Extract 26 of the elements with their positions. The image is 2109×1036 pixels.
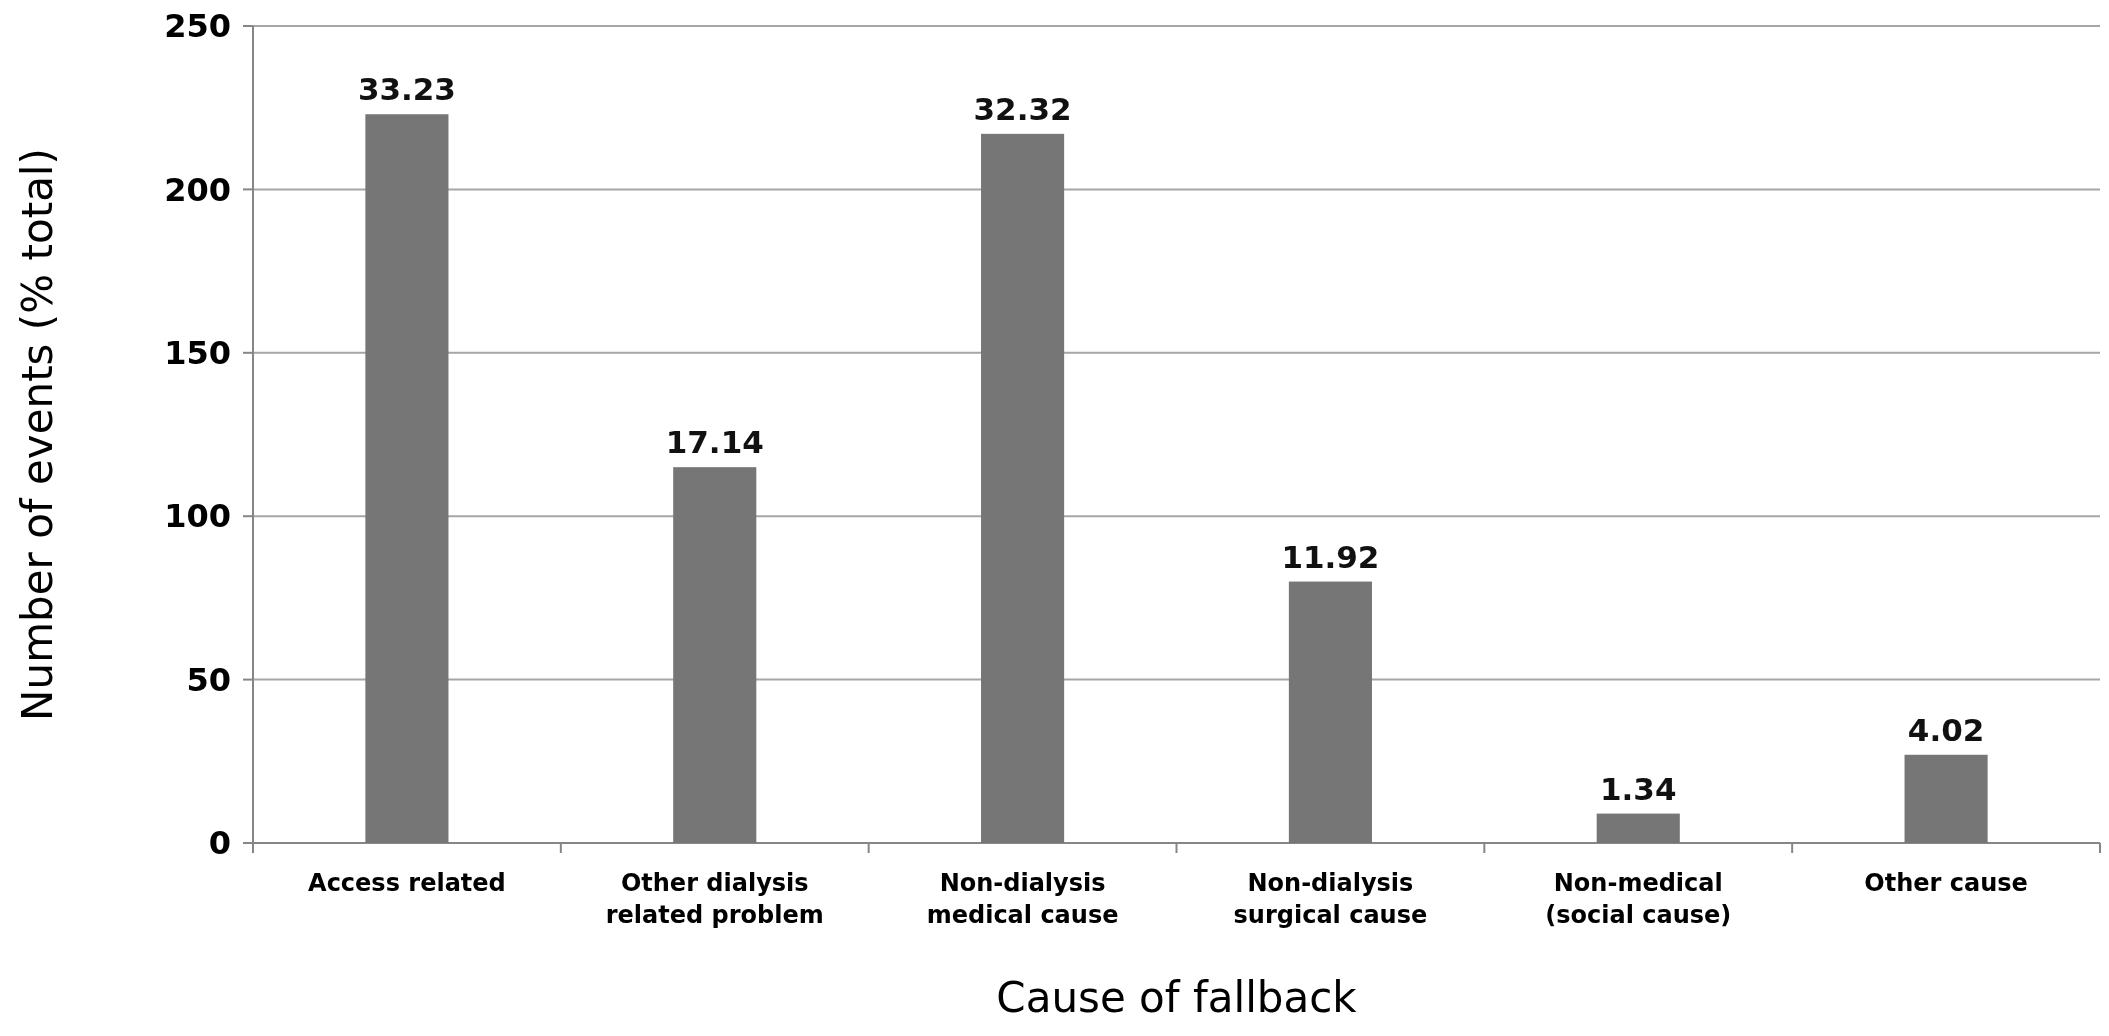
y-tick-label: 0 — [208, 824, 231, 863]
y-tick-label: 200 — [164, 170, 231, 209]
y-tick-label: 250 — [164, 7, 231, 46]
bar — [981, 133, 1065, 843]
annotation: 17.14 — [665, 424, 764, 461]
annotation: 11.92 — [1281, 538, 1380, 575]
annotation: 33.23 — [357, 71, 456, 108]
bar — [1904, 754, 1988, 843]
y-tick-label: 100 — [164, 497, 231, 536]
bar — [673, 467, 757, 843]
annotation: 4.02 — [1907, 711, 1985, 748]
bar — [365, 114, 449, 843]
x-tick-label: Access related — [308, 869, 506, 897]
x-tick-label: Other cause — [1864, 869, 2028, 897]
y-tick-label: 50 — [186, 660, 231, 699]
x-axis-title: Cause of fallback — [996, 973, 1358, 1022]
y-axis-title: Number of events (% total) — [13, 148, 62, 721]
bar — [1288, 581, 1372, 843]
x-tick-label: Other dialysis related problem — [605, 869, 824, 929]
bar — [1596, 813, 1680, 843]
x-tick-label: Non-dialysis medical cause — [926, 869, 1119, 929]
annotation: 32.32 — [973, 90, 1072, 127]
x-tick-label: Non-medical (social cause) — [1545, 869, 1732, 929]
x-tick-label: Non-dialysis surgical cause — [1233, 869, 1428, 929]
y-tick-label: 150 — [164, 334, 231, 372]
annotation: 1.34 — [1600, 770, 1677, 807]
